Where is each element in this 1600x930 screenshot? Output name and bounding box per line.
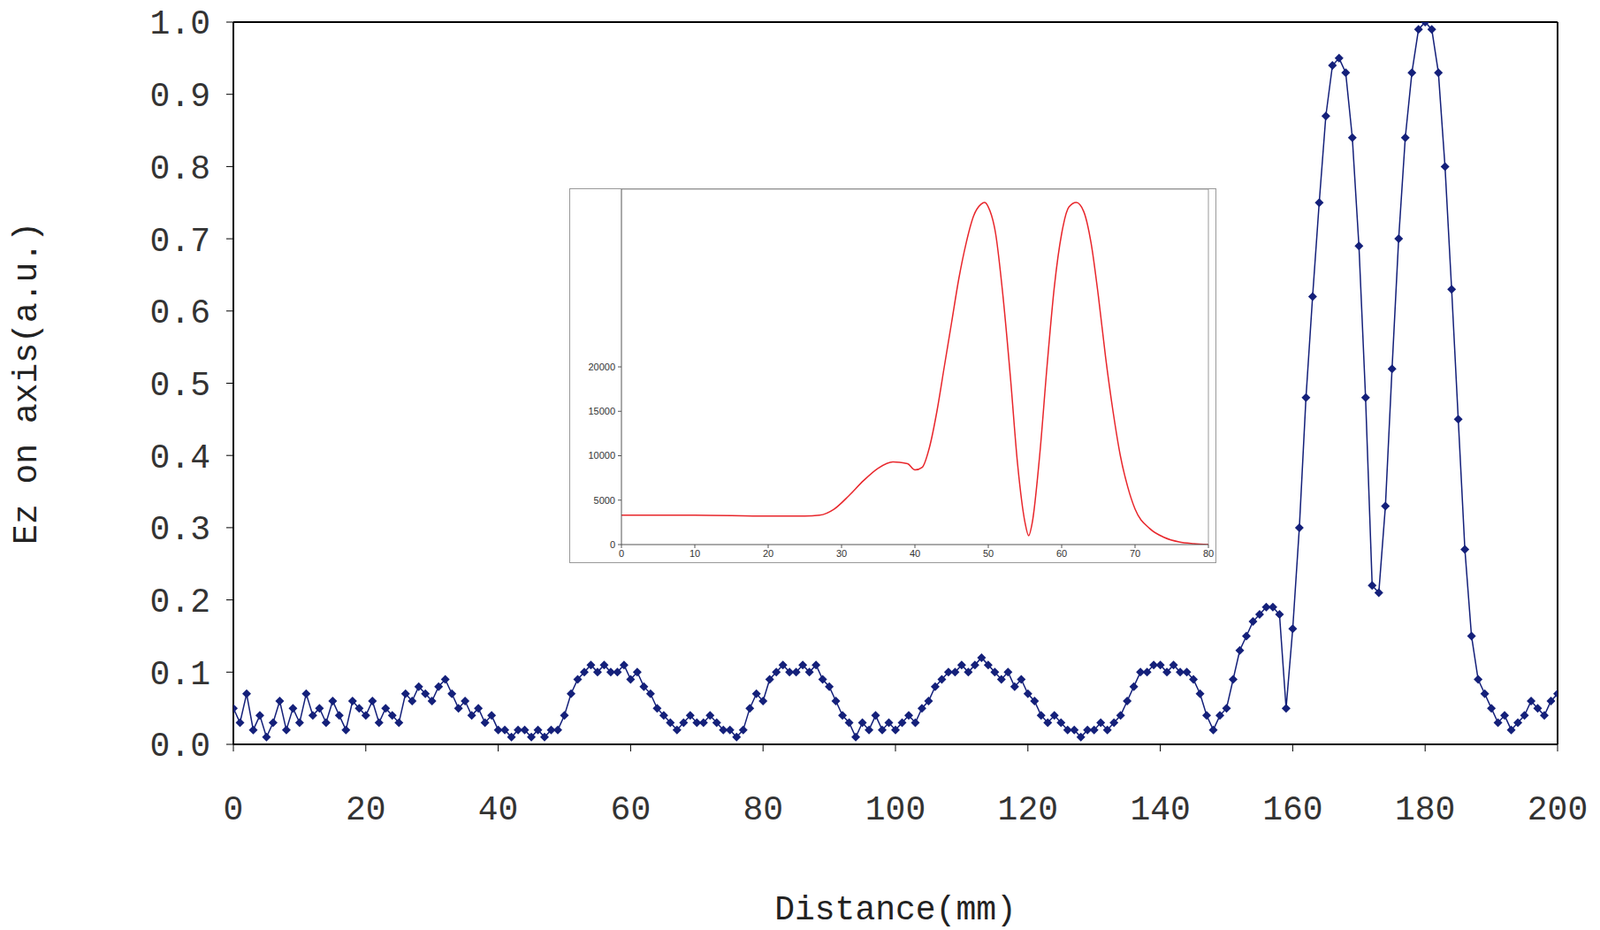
svg-text:160: 160 [1262, 791, 1323, 830]
svg-text:0.7: 0.7 [150, 222, 211, 261]
svg-text:10000: 10000 [587, 449, 616, 461]
svg-text:0.4: 0.4 [150, 439, 211, 478]
svg-text:70: 70 [1129, 548, 1141, 559]
svg-text:1.0: 1.0 [150, 5, 211, 44]
svg-text:100: 100 [865, 791, 926, 830]
svg-text:15000: 15000 [587, 405, 616, 417]
svg-text:120: 120 [998, 791, 1059, 830]
svg-text:10: 10 [689, 548, 701, 559]
svg-text:180: 180 [1394, 791, 1456, 830]
svg-text:30: 30 [836, 548, 847, 559]
svg-text:0.3: 0.3 [150, 510, 211, 549]
svg-text:0: 0 [223, 791, 244, 830]
svg-text:140: 140 [1129, 791, 1190, 830]
svg-text:50: 50 [982, 548, 994, 559]
svg-text:40: 40 [478, 791, 519, 830]
svg-text:60: 60 [1056, 548, 1067, 559]
svg-text:200: 200 [1527, 791, 1588, 830]
svg-text:20000: 20000 [587, 361, 616, 373]
svg-text:0.5: 0.5 [150, 366, 211, 405]
svg-text:0.2: 0.2 [150, 583, 211, 622]
svg-text:0.6: 0.6 [150, 294, 211, 333]
svg-text:0.0: 0.0 [150, 727, 211, 766]
svg-text:20: 20 [345, 791, 387, 830]
svg-text:80: 80 [742, 791, 784, 830]
svg-text:0.8: 0.8 [150, 150, 211, 189]
svg-text:5000: 5000 [594, 495, 616, 506]
svg-text:0: 0 [609, 539, 616, 550]
svg-text:20: 20 [762, 548, 774, 559]
svg-text:0: 0 [618, 548, 625, 559]
svg-text:40: 40 [909, 548, 921, 559]
svg-text:60: 60 [610, 791, 652, 830]
svg-text:0.1: 0.1 [150, 655, 211, 694]
svg-text:Ez on axis(a.u.): Ez on axis(a.u.) [7, 221, 46, 545]
svg-text:0.9: 0.9 [150, 77, 211, 116]
svg-text:Distance(mm): Distance(mm) [774, 891, 1017, 930]
svg-text:80: 80 [1203, 548, 1214, 559]
